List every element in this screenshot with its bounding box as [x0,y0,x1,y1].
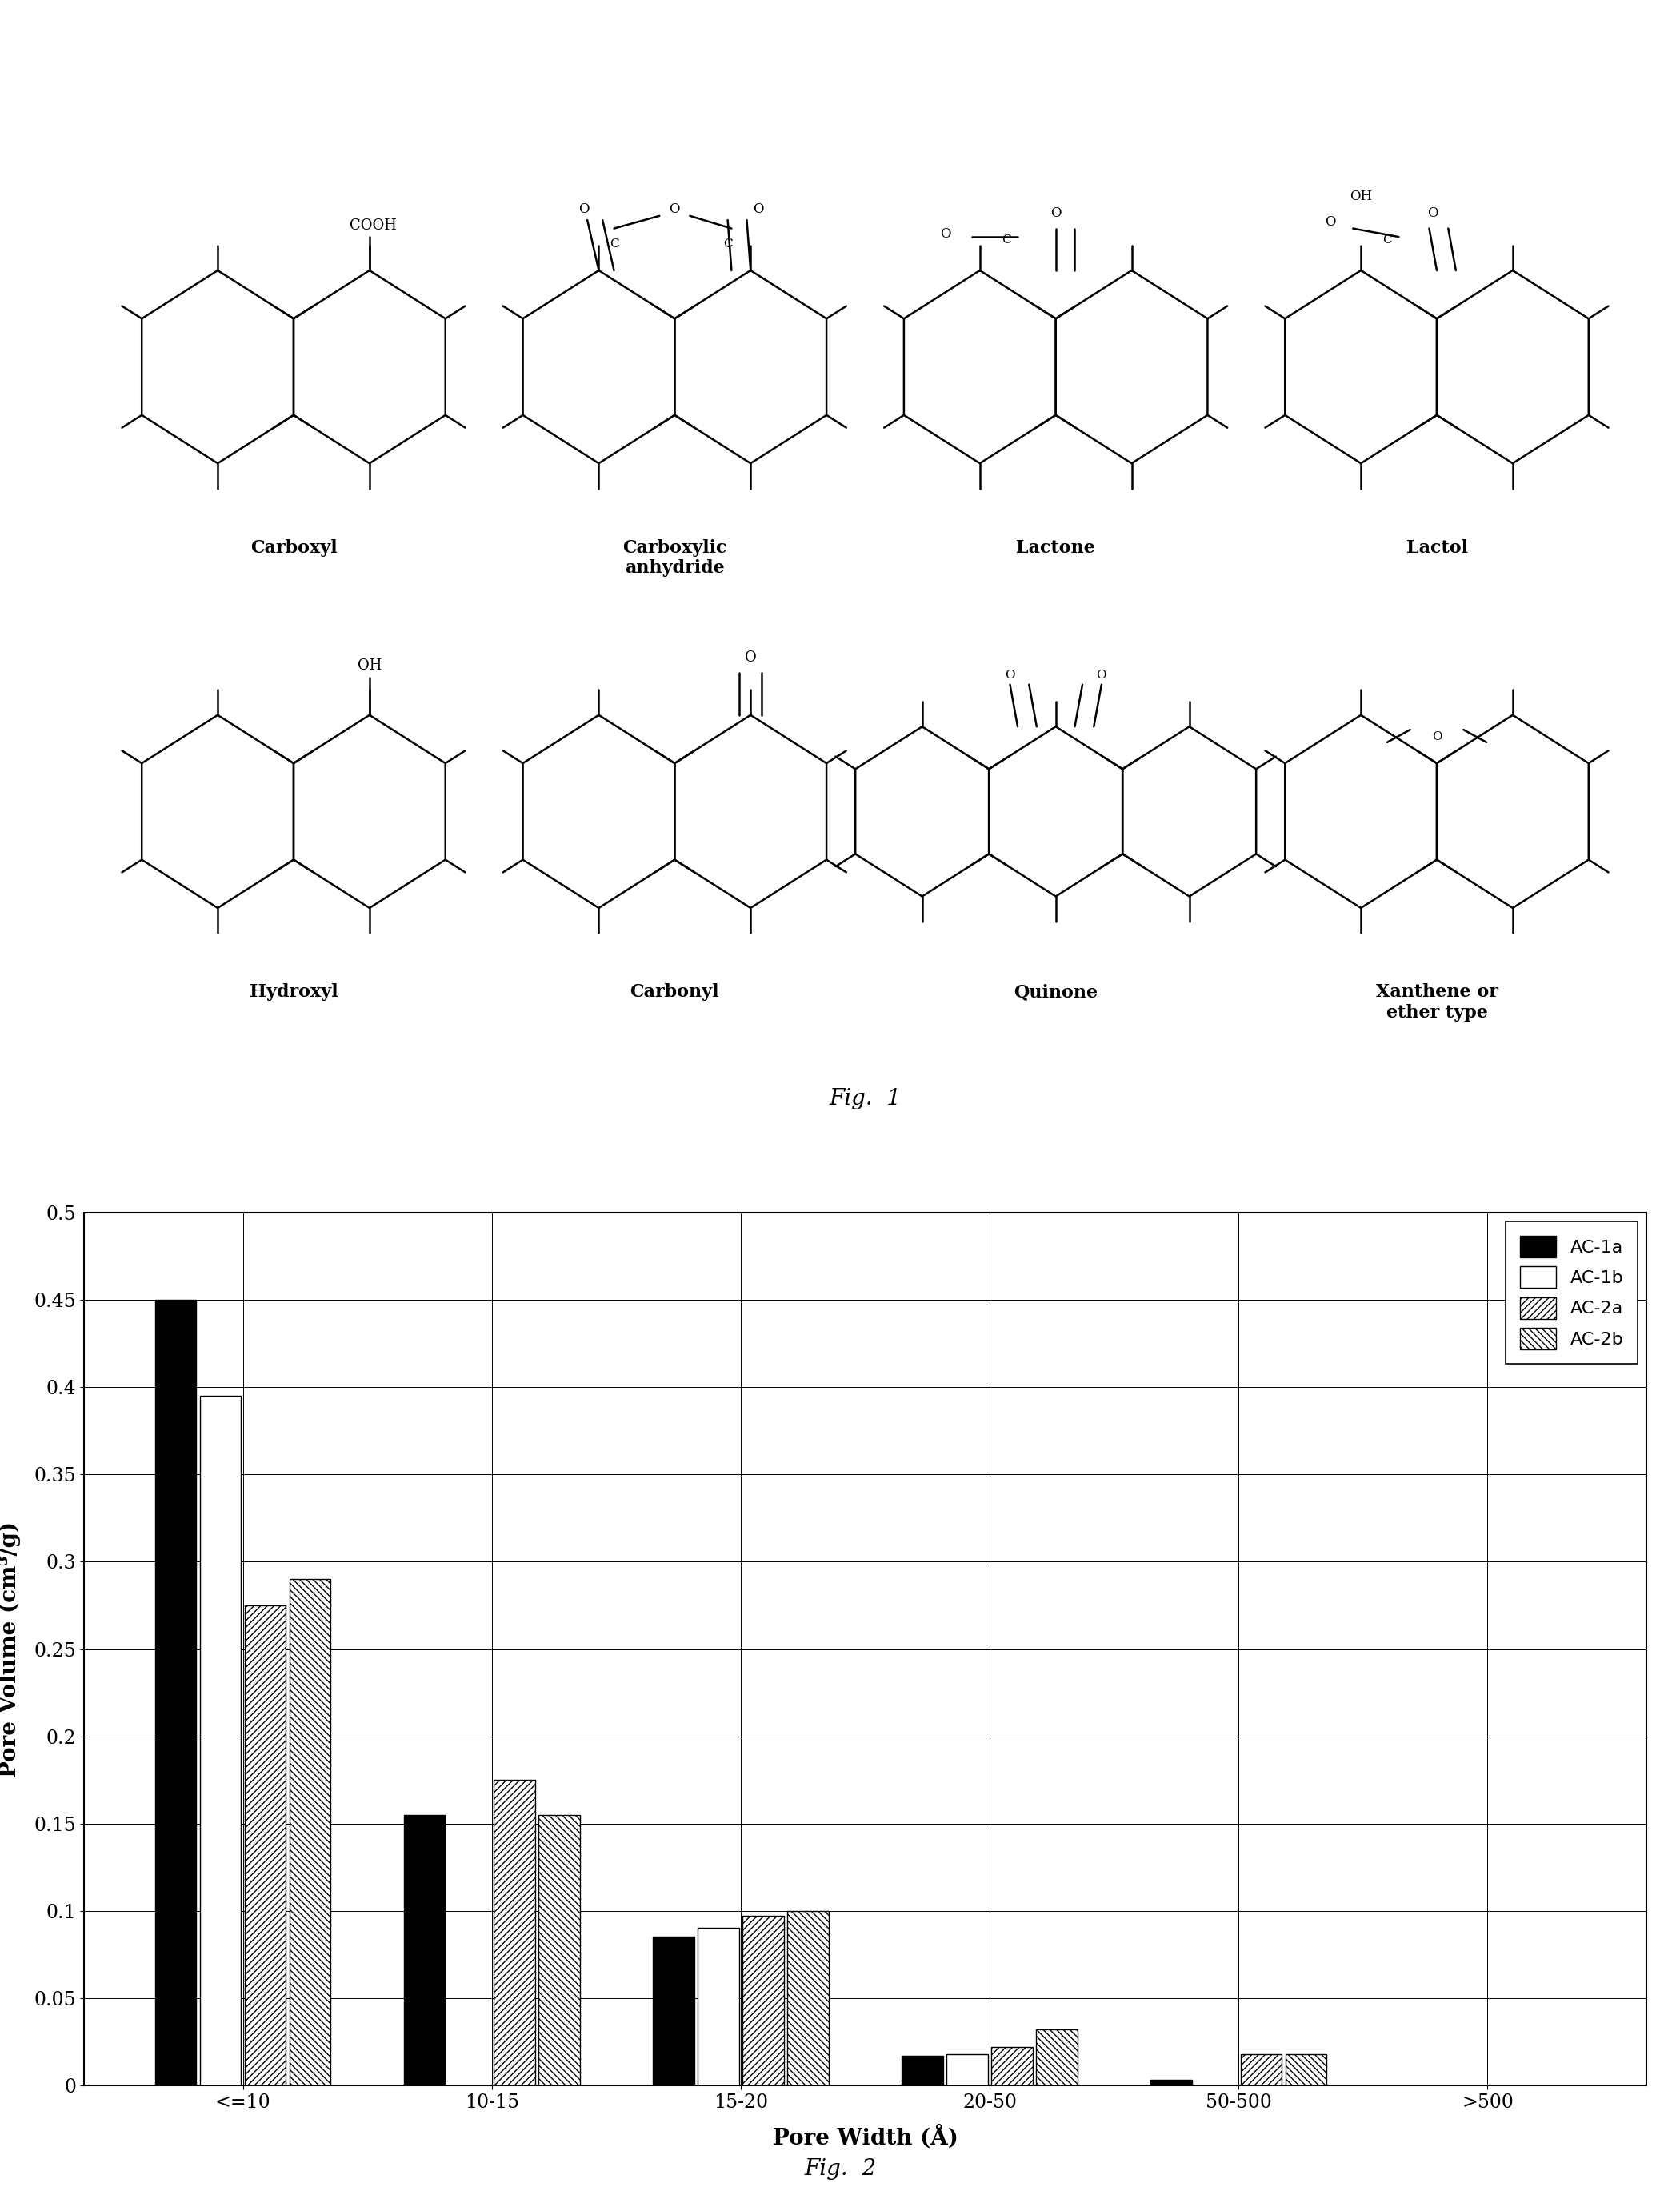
Text: Quinone: Quinone [1013,983,1097,1001]
Text: Fig.  1: Fig. 1 [830,1087,900,1108]
Text: Lactol: Lactol [1406,538,1468,555]
Bar [538,1815,580,2085]
Text: Carboxyl: Carboxyl [250,538,338,555]
Bar [494,1780,534,2085]
Text: O: O [744,650,756,665]
Bar [245,1605,286,2085]
Bar [991,2048,1033,2085]
Bar [200,1396,240,2085]
Text: C: C [722,239,732,250]
Bar [902,2055,942,2085]
Bar [788,1912,828,2085]
Bar [946,2055,988,2085]
Text: O: O [1431,731,1441,742]
Text: O: O [669,202,680,215]
Text: O: O [1050,206,1062,220]
Bar [1285,2055,1327,2085]
Text: OH: OH [358,658,381,674]
Text: Fig.  2: Fig. 2 [805,2158,875,2180]
Text: COOH: COOH [349,217,396,233]
Bar [1151,2081,1193,2085]
Bar [155,1299,197,2085]
Text: Lactone: Lactone [1016,538,1095,555]
Text: O: O [753,202,764,215]
Bar [697,1927,739,2085]
Text: C: C [1001,235,1011,246]
Text: O: O [578,202,590,215]
Bar [743,1916,785,2085]
Bar [654,1936,694,2085]
Text: O: O [1097,669,1107,680]
Text: O: O [1428,206,1438,220]
Bar [1037,2030,1077,2085]
Bar [289,1578,331,2085]
Y-axis label: Pore Volume (cm³/g): Pore Volume (cm³/g) [0,1521,20,1778]
Text: Hydroxyl: Hydroxyl [249,983,338,1001]
Bar [1240,2055,1282,2085]
Legend: AC-1a, AC-1b, AC-2a, AC-2b: AC-1a, AC-1b, AC-2a, AC-2b [1505,1223,1638,1363]
Text: Xanthene or
ether type: Xanthene or ether type [1376,983,1499,1021]
Text: O: O [1005,669,1015,680]
Text: C: C [1383,235,1393,246]
Text: OH: OH [1349,189,1373,204]
Text: O: O [939,228,951,241]
Text: Carbonyl: Carbonyl [630,983,719,1001]
Text: Carboxylic
anhydride: Carboxylic anhydride [623,538,727,577]
Text: O: O [1326,215,1336,228]
Bar [403,1815,445,2085]
X-axis label: Pore Width (Å): Pore Width (Å) [773,2125,958,2149]
Text: C: C [610,239,618,250]
